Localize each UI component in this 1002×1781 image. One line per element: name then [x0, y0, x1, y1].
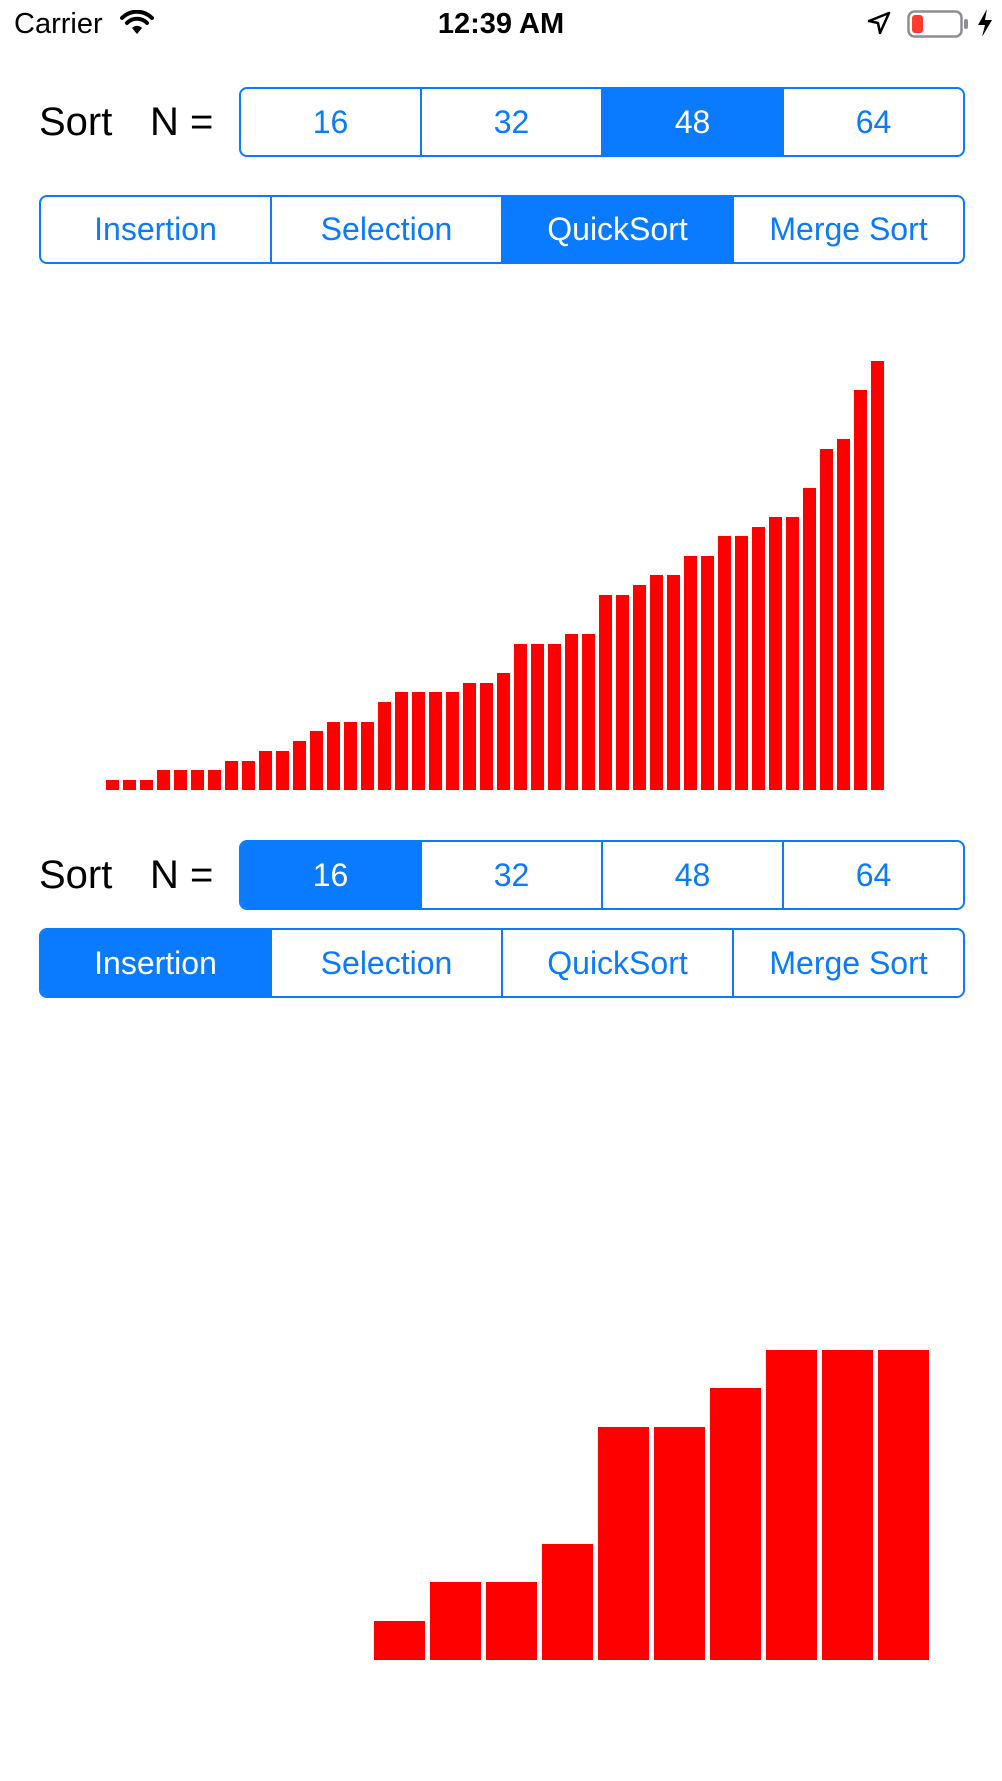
sort-visualization: [374, 1300, 934, 1660]
sort-bar: [208, 770, 221, 790]
sort-bar: [412, 692, 425, 790]
n-label: N =: [150, 100, 214, 144]
sort-bar: [565, 634, 578, 790]
segment-n-64[interactable]: 64: [782, 89, 963, 155]
sort-bar: [871, 361, 884, 790]
sort-bar: [293, 741, 306, 790]
sort-bar: [542, 1544, 593, 1660]
sort-bar: [878, 1350, 929, 1660]
sort-bar: [106, 780, 119, 790]
segment-insertion[interactable]: Insertion: [94, 211, 217, 247]
segment-n-48[interactable]: 48: [601, 89, 782, 155]
sort-bar: [822, 1350, 873, 1660]
sort-bar: [766, 1350, 817, 1660]
n-label: N =: [150, 853, 214, 897]
sort-bar: [429, 692, 442, 790]
sort-bar: [769, 517, 782, 790]
sort-bar: [378, 702, 391, 790]
sort-bar: [497, 673, 510, 790]
algorithm-segmented-control: Insertion Selection QuickSort Merge Sort: [39, 195, 965, 264]
location-arrow-icon: [866, 10, 892, 41]
sort-bar: [514, 644, 527, 790]
sort-bar: [752, 527, 765, 790]
n-size-segmented-control: 16 32 48 64: [239, 840, 965, 910]
segment-quicksort[interactable]: QuickSort: [501, 930, 732, 996]
segment-n-32[interactable]: 32: [420, 842, 601, 908]
sort-label: Sort: [39, 100, 113, 144]
sort-bar: [820, 449, 833, 790]
segment-n-48[interactable]: 48: [601, 842, 782, 908]
segment-n-64[interactable]: 64: [782, 842, 963, 908]
sort-bar: [191, 770, 204, 790]
sort-bar: [140, 780, 153, 790]
segment-n-16[interactable]: 16: [312, 103, 349, 140]
sort-label: Sort: [39, 853, 113, 897]
sort-bar: [650, 575, 663, 790]
sort-bar: [735, 536, 748, 790]
sort-bar: [786, 517, 799, 790]
algorithm-segmented-control: Insertion Selection QuickSort Merge Sort: [39, 928, 965, 998]
sort-bar: [486, 1582, 537, 1660]
sort-bar: [310, 731, 323, 790]
sort-bar: [395, 692, 408, 790]
sort-bar: [598, 1427, 649, 1660]
sort-bar: [463, 683, 476, 790]
segment-selection[interactable]: Selection: [270, 197, 501, 262]
sort-bar: [718, 536, 731, 790]
sort-bar: [259, 751, 272, 790]
sort-bar: [854, 390, 867, 790]
carrier-label: Carrier: [14, 8, 103, 40]
segment-quicksort[interactable]: QuickSort: [501, 197, 732, 262]
sort-bar: [480, 683, 493, 790]
sort-bar: [123, 780, 136, 790]
sort-bar: [710, 1388, 761, 1660]
segment-insertion[interactable]: Insertion: [41, 930, 270, 996]
sort-bar: [548, 644, 561, 790]
sort-bar: [225, 761, 238, 790]
status-time: 12:39 AM: [437, 8, 565, 40]
sort-bar: [701, 556, 714, 790]
wifi-icon: [120, 9, 154, 41]
sort-bar: [327, 722, 340, 790]
sort-bar: [531, 644, 544, 790]
charging-bolt-icon: [976, 8, 994, 43]
segment-merge-sort[interactable]: Merge Sort: [732, 930, 963, 996]
sort-bar: [446, 692, 459, 790]
sort-bar: [430, 1582, 481, 1660]
sort-bar: [174, 770, 187, 790]
n-size-segmented-control: 16 32 48 64: [239, 87, 965, 157]
sort-bar: [276, 751, 289, 790]
sort-bar: [633, 585, 646, 790]
sort-bar: [361, 722, 374, 790]
sort-bar: [654, 1427, 705, 1660]
segment-selection[interactable]: Selection: [270, 930, 501, 996]
sort-bar: [344, 722, 357, 790]
segment-n-32[interactable]: 32: [420, 89, 601, 155]
sort-bar: [157, 770, 170, 790]
sort-bar: [837, 439, 850, 790]
sort-bar: [599, 595, 612, 790]
sort-bar: [616, 595, 629, 790]
sort-visualization: [106, 360, 884, 790]
battery-low-icon: [907, 10, 969, 43]
sort-bar: [242, 761, 255, 790]
sort-bar: [374, 1621, 425, 1660]
segment-merge-sort[interactable]: Merge Sort: [732, 197, 963, 262]
sort-bar: [803, 488, 816, 790]
sort-bar: [684, 556, 697, 790]
segment-n-16[interactable]: 16: [241, 842, 420, 908]
sort-bar: [582, 634, 595, 790]
sort-bar: [667, 575, 680, 790]
